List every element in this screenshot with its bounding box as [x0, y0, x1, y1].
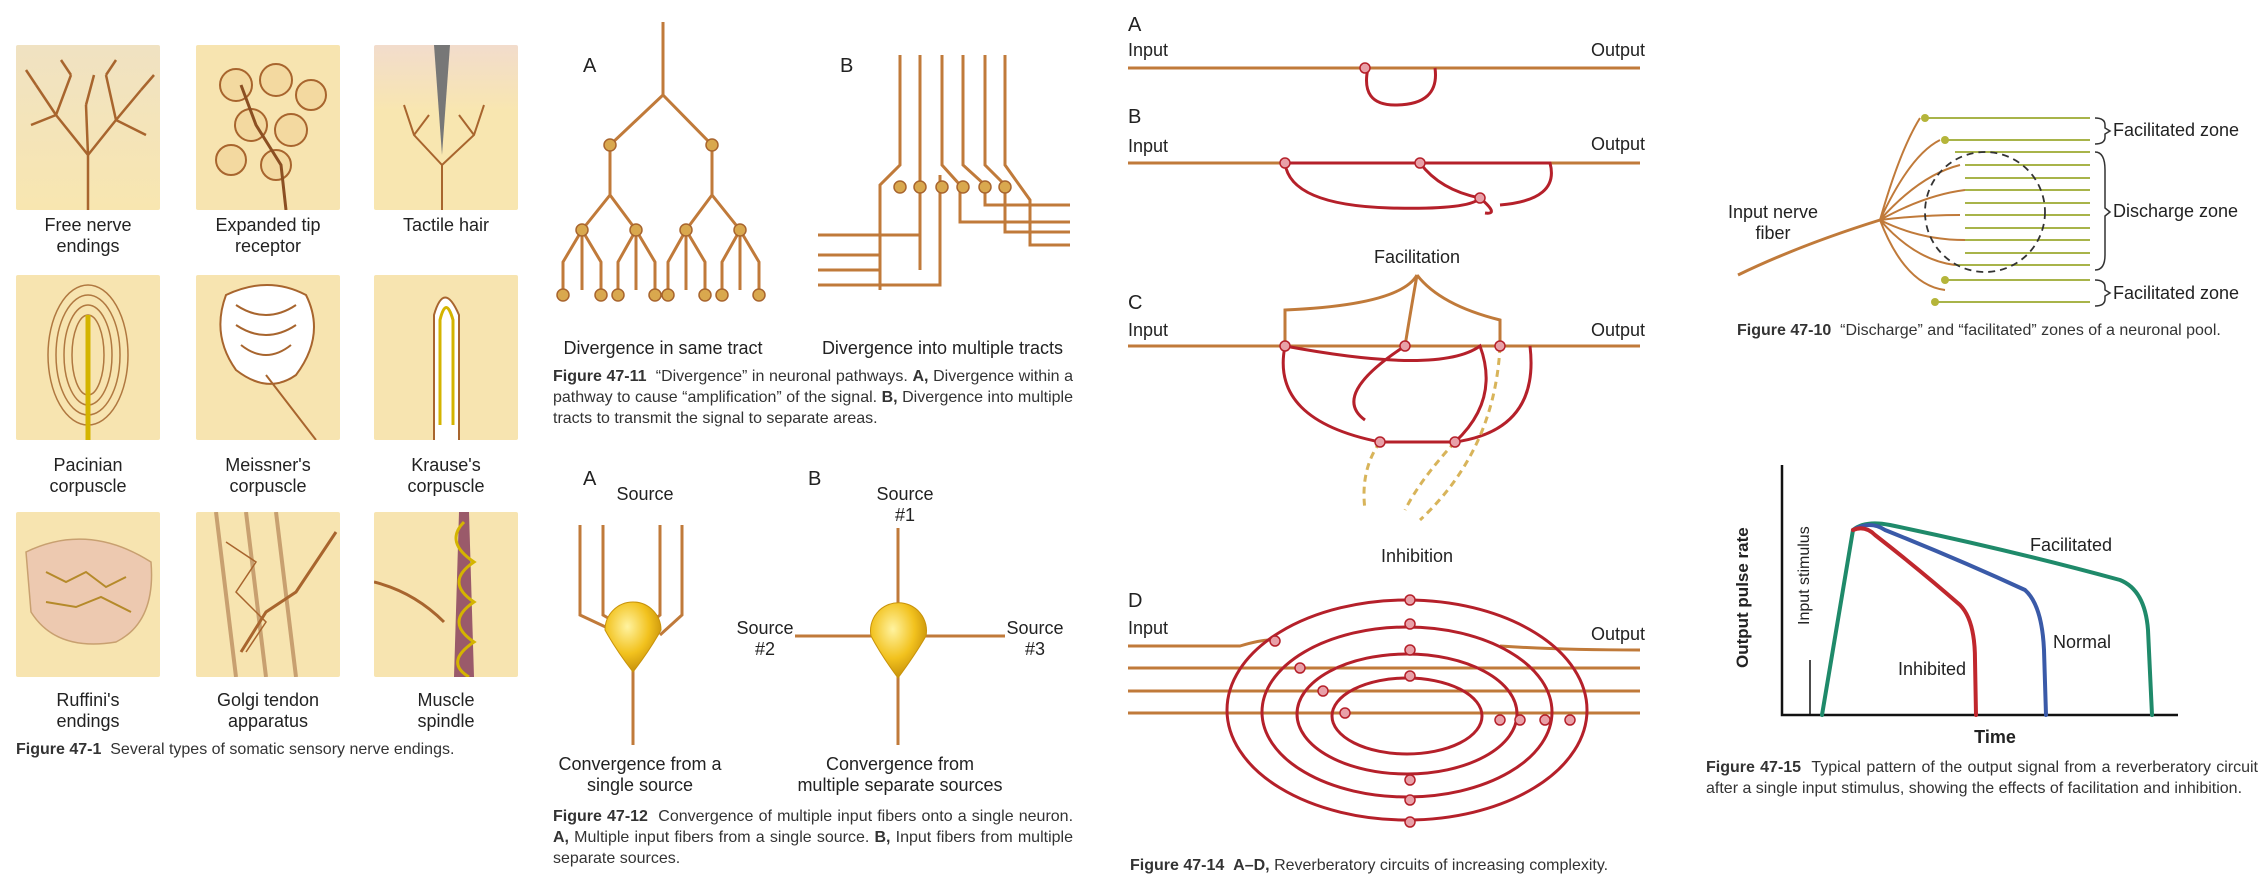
label-source: Source — [616, 484, 674, 504]
normal-curve — [1851, 523, 2048, 717]
label-free-nerve-endings: Free nerve endings — [44, 215, 132, 256]
output-label-d: Output — [1590, 624, 1645, 644]
label-muscle-spindle: Muscle spindle — [417, 690, 475, 731]
label-divergence-multiple-tracts: Divergence into multiple tracts — [821, 338, 1064, 358]
fig-47-14-letter-b: B — [1128, 106, 1142, 128]
free-nerve-endings-image — [16, 45, 160, 210]
discharge-zone-label: Discharge zone — [2113, 201, 2239, 221]
input-label-c: Input — [1128, 320, 1169, 340]
facilitation-label: Facilitation — [1373, 247, 1461, 267]
caption-47-14: Figure 47-14 A–D, Reverberatory circuits… — [1130, 857, 1609, 874]
output-label-a: Output — [1590, 40, 1645, 60]
facilitated-zone-top-label: Facilitated zone — [2113, 120, 2240, 140]
inhibited-label: Inhibited — [1898, 659, 1967, 679]
convergence-diagram — [578, 525, 1005, 745]
label-krauses-corpuscle: Krause's corpuscle — [407, 455, 485, 496]
meissners-corpuscle-image — [196, 275, 340, 440]
x-axis-label: Time — [1974, 727, 2016, 747]
label-source-1: Source #1 — [876, 484, 934, 525]
muscle-spindle-image — [374, 512, 518, 677]
output-label-b: Output — [1590, 134, 1645, 154]
facilitated-zone-bottom-label: Facilitated zone — [2113, 283, 2240, 303]
tactile-hair-image — [374, 45, 518, 210]
caption-47-1: Figure 47-1 Several types of somatic sen… — [16, 741, 455, 758]
label-convergence-multiple-sources: Convergence from multiple separate source… — [797, 754, 1003, 795]
output-label-c: Output — [1590, 320, 1645, 340]
fig-47-12-letter-a: A — [583, 468, 597, 490]
inhibition-label: Inhibition — [1380, 546, 1454, 566]
label-golgi-tendon-apparatus: Golgi tendon apparatus — [216, 690, 320, 731]
caption-47-11: Figure 47-11 “Divergence” in neuronal pa… — [553, 368, 1074, 427]
golgi-tendon-apparatus-image — [196, 512, 340, 677]
divergence-diagram — [556, 22, 1070, 302]
fig-47-14-letter-c: C — [1128, 292, 1143, 314]
input-label-a: Input — [1128, 40, 1169, 60]
ruffinis-endings-image — [16, 512, 160, 677]
input-stimulus-label: Input stimulus — [1796, 526, 1813, 625]
fig-47-11-letter-b: B — [840, 55, 854, 77]
input-nerve-fiber-label: Input nerve fiber — [1727, 202, 1819, 243]
input-label-d: Input — [1128, 618, 1169, 638]
caption-47-12: Figure 47-12 Convergence of multiple inp… — [553, 808, 1074, 867]
normal-label: Normal — [2053, 632, 2112, 652]
expanded-tip-receptor-image — [196, 45, 340, 210]
caption-47-10: Figure 47-10 “Discharge” and “facilitate… — [1737, 322, 2221, 339]
label-expanded-tip-receptor: Expanded tip receptor — [215, 215, 321, 256]
fig-47-14-letter-d: D — [1128, 590, 1143, 612]
label-ruffinis-endings: Ruffini's endings — [56, 690, 120, 731]
caption-47-15: Figure 47-15 Typical pattern of the outp… — [1706, 759, 2258, 797]
label-meissners-corpuscle: Meissner's corpuscle — [225, 455, 311, 496]
fig-47-14-letter-a: A — [1128, 14, 1142, 36]
facilitated-label: Facilitated — [2030, 535, 2113, 555]
fig-47-12-letter-b: B — [808, 468, 822, 490]
label-divergence-same-tract: Divergence in same tract — [563, 338, 763, 358]
input-label-b: Input — [1128, 136, 1169, 156]
label-tactile-hair: Tactile hair — [402, 215, 490, 235]
fig-47-11-letter-a: A — [583, 55, 597, 77]
label-convergence-single-source: Convergence from a single source — [558, 754, 722, 795]
y-axis-label: Output pulse rate — [1733, 527, 1752, 668]
krauses-corpuscle-image — [374, 275, 518, 440]
inhibited-curve — [1851, 526, 1978, 717]
pacinian-corpuscle-image — [16, 275, 160, 440]
label-source-2: Source #2 — [736, 618, 794, 659]
label-source-3: Source #3 — [1006, 618, 1064, 659]
label-pacinian-corpuscle: Pacinian corpuscle — [49, 455, 127, 496]
